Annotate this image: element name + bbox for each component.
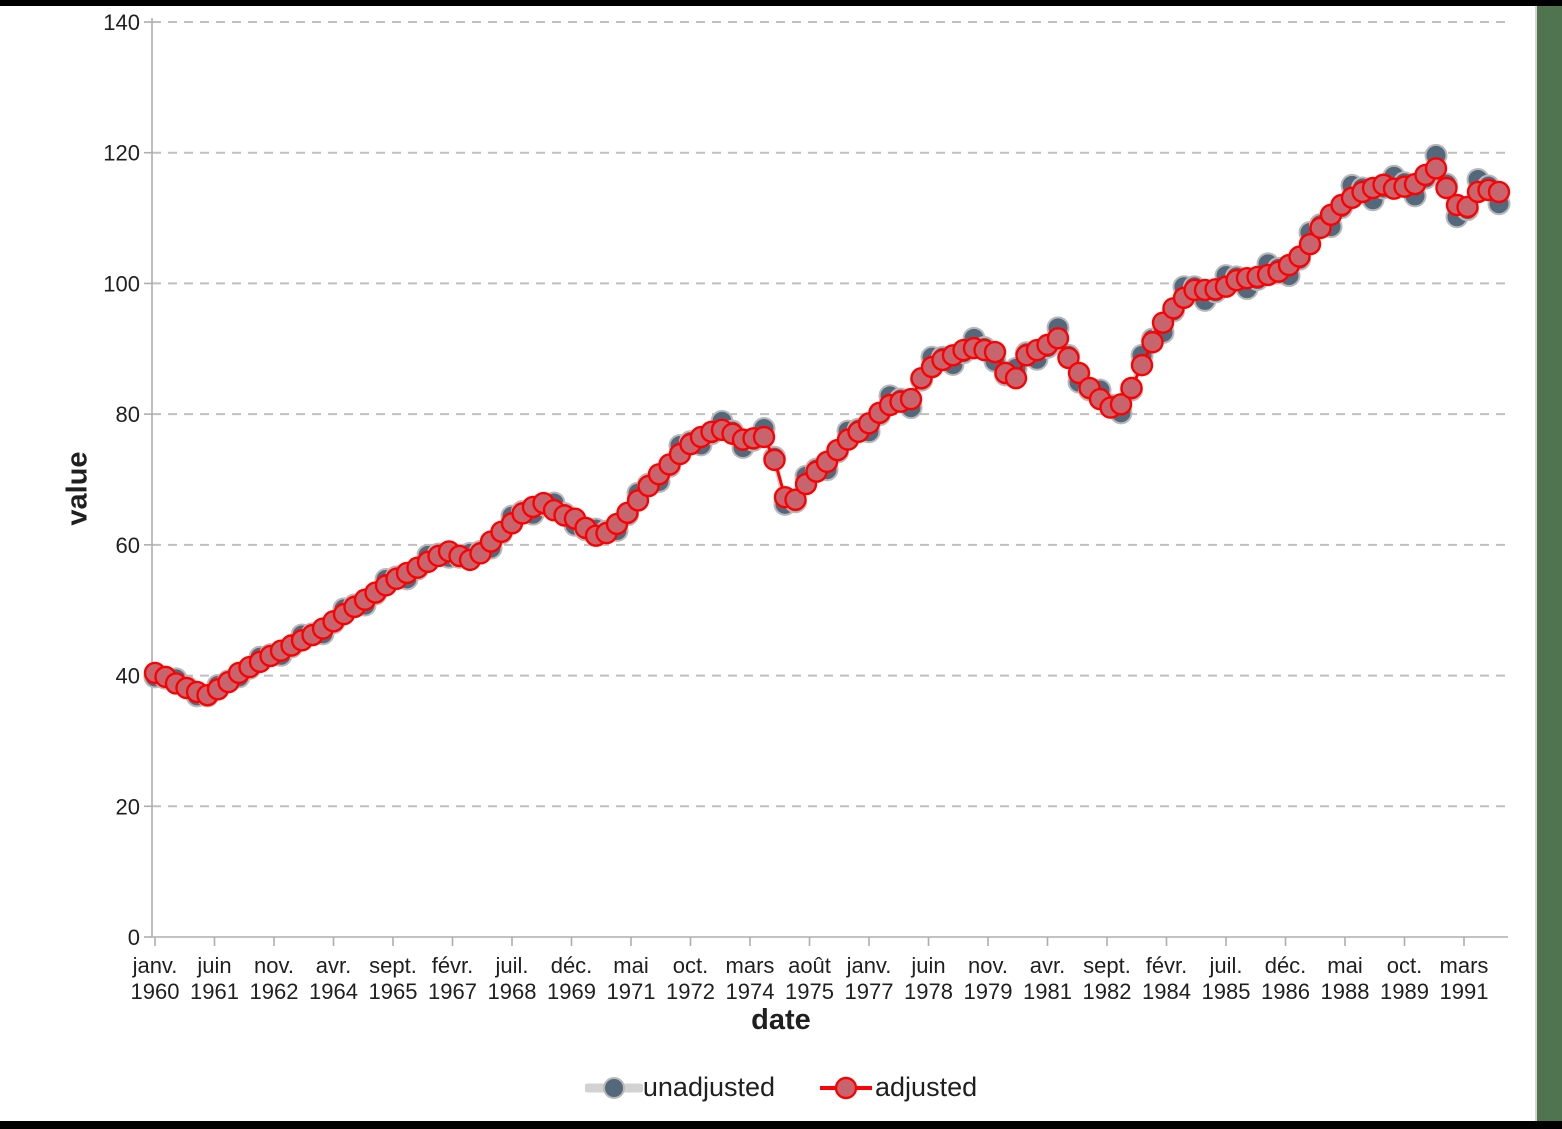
x-tick-label-month: sept. [1083, 953, 1131, 978]
x-tick-label-year: 1969 [547, 979, 596, 1004]
legend-label-unadjusted: unadjusted [642, 1072, 776, 1102]
y-tick-label: 20 [116, 794, 140, 819]
x-tick-label-year: 1989 [1380, 979, 1429, 1004]
x-axis-tick-labels: janv.1960juin1961nov.1962avr.1964sept.19… [131, 937, 1489, 1004]
legend: unadjusted adjusted [0, 1072, 1562, 1103]
x-tick-label-month: juil. [494, 953, 528, 978]
legend-label-adjusted: adjusted [875, 1072, 978, 1102]
x-tick-label-month: déc. [1265, 953, 1307, 978]
data-point-adjusted [1067, 361, 1091, 385]
y-tick-label: 80 [116, 402, 140, 427]
data-point-adjusted [983, 340, 1007, 364]
x-tick-label-year: 1971 [607, 979, 656, 1004]
x-tick-label-month: déc. [551, 953, 593, 978]
x-tick-label-year: 1961 [190, 979, 239, 1004]
x-tick-label-year: 1964 [309, 979, 358, 1004]
x-tick-label-month: févr. [1146, 953, 1188, 978]
y-tick-label: 140 [103, 10, 140, 35]
x-tick-label-year: 1991 [1440, 979, 1489, 1004]
unadjusted-legend-marker-icon [584, 1076, 643, 1099]
y-axis-title: value [61, 451, 94, 526]
x-tick-label-year: 1968 [488, 979, 537, 1004]
x-tick-label-year: 1979 [964, 979, 1013, 1004]
gridlines [152, 21, 1508, 808]
x-tick-label-month: mai [613, 953, 648, 978]
x-tick-label-month: mars [1440, 953, 1489, 978]
x-tick-label-year: 1977 [845, 979, 894, 1004]
x-tick-label-month: oct. [1387, 953, 1422, 978]
legend-item-adjusted: adjusted [817, 1072, 977, 1103]
x-tick-label-year: 1986 [1261, 979, 1310, 1004]
x-tick-label-year: 1988 [1321, 979, 1370, 1004]
y-tick-label: 120 [103, 141, 140, 166]
x-tick-label-month: mars [726, 953, 775, 978]
x-tick-label-month: sept. [369, 953, 417, 978]
data-point-adjusted [1046, 327, 1070, 350]
x-tick-label-year: 1978 [904, 979, 953, 1004]
x-tick-label-year: 1982 [1083, 979, 1132, 1004]
x-tick-label-month: nov. [254, 953, 294, 978]
x-tick-label-month: févr. [432, 953, 474, 978]
data-point-adjusted [1487, 180, 1511, 204]
top-border-bar [0, 0, 1562, 6]
x-tick-label-month: janv. [846, 953, 892, 978]
y-axis-tick-labels: 0 20 40 60 80 100 120 140 [103, 10, 140, 950]
data-point-adjusted [1109, 393, 1133, 416]
legend-item-unadjusted: unadjusted [584, 1072, 776, 1103]
x-tick-label-month: août [788, 953, 831, 978]
y-tick-label: 0 [128, 925, 140, 950]
x-tick-label-year: 1960 [131, 979, 180, 1004]
x-tick-label-year: 1967 [428, 979, 477, 1004]
data-point-adjusted [752, 425, 776, 449]
x-tick-label-month: avr. [316, 953, 351, 978]
x-axis-title: date [751, 1004, 811, 1036]
x-tick-label-year: 1974 [726, 979, 775, 1004]
y-tick-label: 100 [103, 271, 140, 296]
data-point-adjusted [1120, 376, 1143, 400]
x-tick-label-year: 1985 [1202, 979, 1251, 1004]
x-tick-label-month: avr. [1030, 953, 1065, 978]
x-tick-label-year: 1965 [369, 979, 418, 1004]
adjusted-legend-marker-icon [820, 1076, 873, 1099]
x-tick-label-month: juil. [1208, 953, 1242, 978]
y-tick-label: 60 [116, 533, 140, 558]
data-point-adjusted [784, 488, 807, 511]
x-tick-label-month: nov. [968, 953, 1008, 978]
x-tick-label-year: 1972 [666, 979, 715, 1004]
data-point-adjusted [1141, 331, 1164, 354]
x-tick-label-year: 1975 [785, 979, 834, 1004]
data-point-adjusted [763, 448, 786, 472]
right-border-bar [1535, 6, 1562, 1121]
x-tick-label-year: 1962 [250, 979, 299, 1004]
x-tick-label-month: mai [1327, 953, 1362, 978]
data-point-adjusted [1130, 353, 1154, 377]
data-point-adjusted [1298, 233, 1322, 256]
x-tick-label-month: juin [910, 953, 945, 978]
data-point-adjusted [1435, 176, 1458, 200]
x-tick-label-month: juin [196, 953, 231, 978]
y-tick-label: 40 [116, 664, 140, 689]
data-point-adjusted [899, 387, 923, 411]
x-tick-label-month: oct. [673, 953, 708, 978]
data-point-adjusted [1057, 346, 1080, 370]
data-point-adjusted [1004, 366, 1028, 390]
x-tick-label-year: 1984 [1142, 979, 1191, 1004]
series-adjusted [143, 157, 1511, 707]
x-tick-label-year: 1981 [1023, 979, 1072, 1004]
data-point-adjusted [1456, 195, 1479, 219]
x-tick-label-month: janv. [132, 953, 178, 978]
axes [144, 18, 1508, 938]
data-point-adjusted [1424, 157, 1448, 180]
bottom-border-bar [0, 1121, 1562, 1129]
